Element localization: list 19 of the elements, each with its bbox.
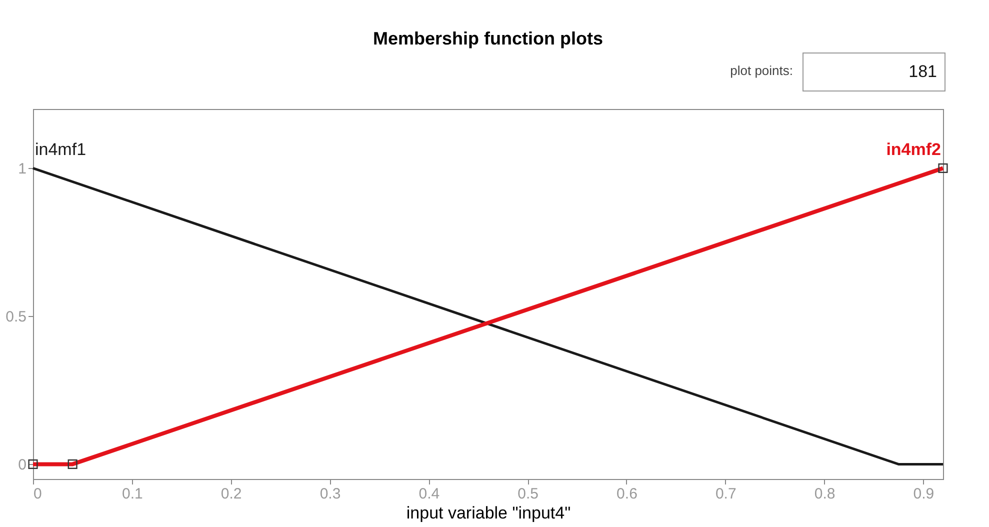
x-tick-label: 0.9 <box>913 486 934 502</box>
text: 181 <box>908 62 937 81</box>
x-axis-title: input variable "input4" <box>406 504 571 522</box>
series-label: in4mf2 <box>886 140 941 159</box>
x-tick-label: 0 <box>34 486 42 502</box>
x-tick-label: 0.4 <box>418 486 440 502</box>
y-tick-label: 0 <box>18 456 26 474</box>
x-tick-label: 0.2 <box>220 486 242 502</box>
text: plot points: <box>730 63 793 78</box>
x-tick-label: 0.5 <box>518 486 538 502</box>
x-tick-label: 0.8 <box>814 486 836 502</box>
y-tick-label: 1 <box>18 160 26 178</box>
x-tick-label: 0.6 <box>616 486 638 502</box>
chart-title: Membership function plots <box>372 28 604 48</box>
series-label: in4mf1 <box>35 140 86 159</box>
x-tick-label: 0.3 <box>320 486 341 502</box>
x-tick-label: 0.7 <box>715 486 736 502</box>
x-tick-label: 0.1 <box>122 486 143 502</box>
y-tick-label: 0.5 <box>6 308 26 326</box>
